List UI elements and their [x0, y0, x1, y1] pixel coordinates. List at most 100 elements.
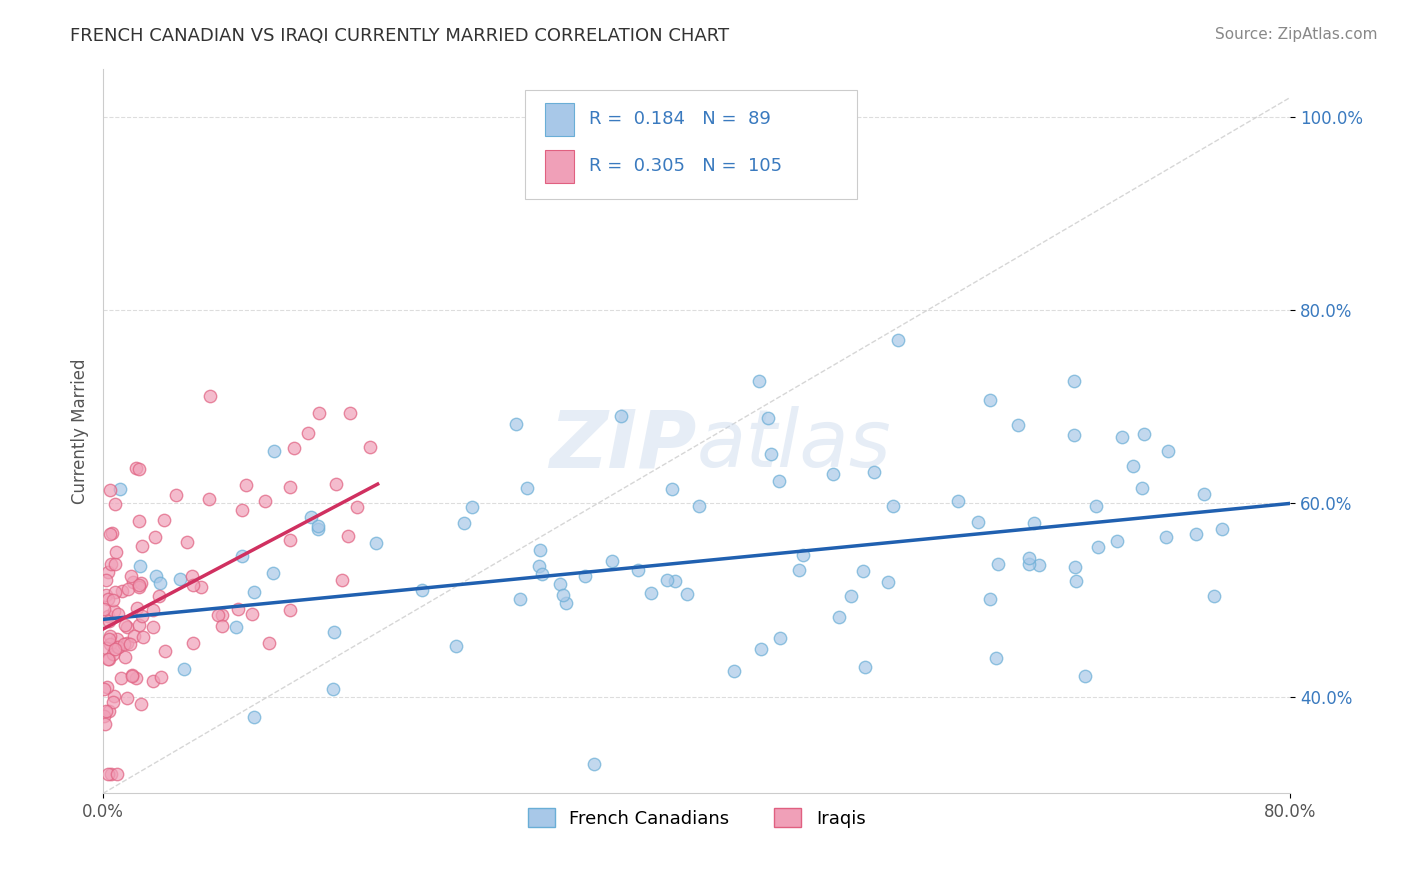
Point — [94, 640, 117, 655]
Point — [235, 477, 257, 491]
Point — [115, 620, 138, 634]
Text: ZIP: ZIP — [550, 407, 696, 484]
Point — [1007, 417, 1029, 432]
Point — [128, 461, 150, 475]
Point — [984, 650, 1007, 665]
Point — [337, 529, 360, 543]
Point — [723, 664, 745, 678]
Point — [322, 682, 344, 697]
Point — [148, 589, 170, 603]
Point — [103, 689, 125, 703]
Point — [190, 580, 212, 594]
Point — [149, 575, 172, 590]
Point — [124, 461, 146, 475]
Point — [97, 565, 120, 579]
Point — [226, 601, 249, 615]
Point — [1122, 458, 1144, 473]
Point — [555, 596, 578, 610]
Point — [207, 607, 229, 622]
Point — [853, 660, 876, 674]
Point — [105, 767, 128, 781]
Point — [165, 488, 187, 502]
Point — [863, 465, 886, 479]
Point — [640, 586, 662, 600]
Point — [153, 513, 176, 527]
Point — [877, 574, 900, 589]
Point — [104, 641, 127, 656]
Point — [97, 652, 120, 666]
Point — [142, 674, 165, 689]
Point — [125, 671, 148, 685]
Point — [789, 563, 811, 577]
Point — [94, 716, 117, 731]
Point — [96, 588, 118, 602]
Point — [200, 388, 222, 402]
Point — [676, 586, 699, 600]
Point — [181, 636, 204, 650]
Point — [181, 578, 204, 592]
Point — [308, 405, 330, 419]
Point — [149, 670, 172, 684]
Point — [121, 669, 143, 683]
Point — [516, 481, 538, 495]
Point — [1194, 487, 1216, 501]
Point — [197, 491, 219, 506]
Point — [553, 588, 575, 602]
Point — [1185, 527, 1208, 541]
Point — [128, 580, 150, 594]
Point — [121, 667, 143, 681]
Point — [1157, 443, 1180, 458]
Point — [112, 637, 135, 651]
Point — [253, 493, 276, 508]
Point — [211, 607, 233, 622]
Point — [769, 632, 792, 646]
Point — [509, 591, 531, 606]
Point — [987, 558, 1010, 572]
Point — [131, 609, 153, 624]
Point — [107, 607, 129, 621]
Point — [839, 589, 862, 603]
Point — [1018, 550, 1040, 565]
Point — [297, 425, 319, 440]
Point — [882, 499, 904, 513]
Point — [1133, 426, 1156, 441]
Point — [176, 534, 198, 549]
Point — [114, 618, 136, 632]
Point — [979, 392, 1001, 407]
Point — [108, 483, 131, 497]
Text: R =  0.184   N =  89: R = 0.184 N = 89 — [589, 111, 770, 128]
Point — [211, 619, 233, 633]
Point — [225, 619, 247, 633]
Point — [93, 602, 115, 616]
Point — [1130, 481, 1153, 495]
Point — [263, 444, 285, 458]
Point — [1111, 430, 1133, 444]
FancyBboxPatch shape — [544, 150, 575, 183]
Point — [768, 475, 790, 489]
Point — [132, 630, 155, 644]
Point — [453, 516, 475, 530]
Point — [142, 619, 165, 633]
Y-axis label: Currently Married: Currently Married — [72, 359, 89, 504]
Point — [278, 603, 301, 617]
Point — [278, 480, 301, 494]
Point — [120, 637, 142, 651]
Point — [104, 497, 127, 511]
Point — [98, 629, 121, 643]
Point — [153, 644, 176, 658]
Point — [460, 500, 482, 515]
Point — [103, 604, 125, 618]
Point — [117, 582, 139, 596]
Point — [966, 515, 988, 529]
Point — [97, 705, 120, 719]
Point — [1211, 522, 1233, 536]
FancyBboxPatch shape — [544, 103, 575, 136]
Point — [444, 639, 467, 653]
Point — [128, 514, 150, 528]
Point — [93, 709, 115, 723]
Text: Source: ZipAtlas.com: Source: ZipAtlas.com — [1215, 27, 1378, 42]
Point — [110, 671, 132, 685]
Point — [852, 564, 875, 578]
Point — [756, 411, 779, 425]
Point — [98, 637, 121, 651]
